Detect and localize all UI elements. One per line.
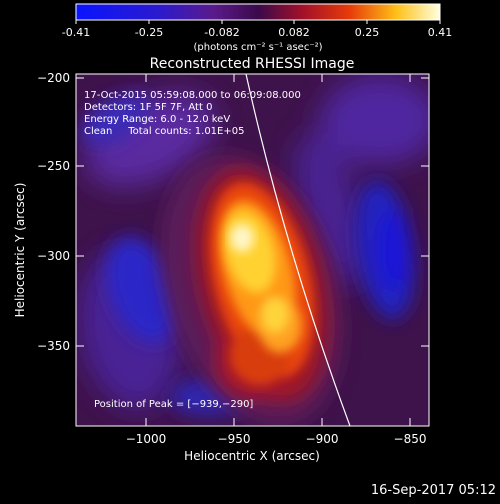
colorbar-tick-1: -0.41 <box>62 26 90 39</box>
colorbar-tick-5: 0.25 <box>355 26 380 39</box>
colorbar-gradient <box>75 3 441 21</box>
colorbar-tick-6: 0.41 <box>428 26 453 39</box>
x-tick-label-3: −900 <box>306 432 339 446</box>
y-tick-label-2: −250 <box>37 159 70 173</box>
x-axis-title: Heliocentric X (arcsec) <box>184 449 320 463</box>
y-axis-title: Heliocentric Y (arcsec) <box>13 183 27 318</box>
info-clean-counts: Clean Total counts: 1.01E+05 <box>84 126 244 137</box>
colorbar: -0.41 -0.25 -0.082 0.082 0.25 0.41 (phot… <box>62 3 453 53</box>
colorbar-tick-2: -0.25 <box>135 26 163 39</box>
x-tick-label-2: −950 <box>218 432 251 446</box>
observation-info: 17-Oct-2015 05:59:08.000 to 06:09:08.000… <box>84 90 301 410</box>
y-tick-label-1: −200 <box>37 71 70 85</box>
y-tick-label-3: −300 <box>37 249 70 263</box>
footer-timestamp: 16-Sep-2017 05:12 <box>371 483 496 498</box>
info-energy-range: Energy Range: 6.0 - 12.0 keV <box>84 114 230 125</box>
colorbar-tick-3: -0.082 <box>204 26 239 39</box>
y-tick-label-4: −350 <box>37 339 70 353</box>
y-axis <box>76 77 429 347</box>
colorbar-unit-label: (photons cm⁻² s⁻¹ asec⁻²) <box>193 42 322 53</box>
solar-limb-curve <box>245 74 351 426</box>
x-tick-label-4: −850 <box>394 432 427 446</box>
info-detectors: Detectors: 1F 5F 7F, Att 0 <box>84 102 212 113</box>
plot-frame <box>75 73 430 427</box>
colorbar-tick-4: 0.082 <box>278 26 310 39</box>
plot-title: Reconstructed RHESSI Image <box>150 56 355 72</box>
solar-image <box>76 74 429 426</box>
info-peak-position: Position of Peak = [−939,−290] <box>94 399 253 410</box>
x-tick-label-1: −1000 <box>126 432 167 446</box>
x-axis <box>145 74 411 426</box>
info-time-range: 17-Oct-2015 05:59:08.000 to 06:09:08.000 <box>84 90 301 101</box>
